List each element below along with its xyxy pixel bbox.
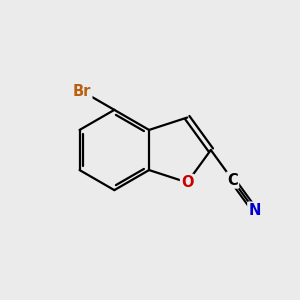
Text: Br: Br	[73, 84, 91, 99]
Text: N: N	[248, 202, 261, 217]
Text: C: C	[227, 172, 238, 188]
Text: O: O	[181, 175, 194, 190]
